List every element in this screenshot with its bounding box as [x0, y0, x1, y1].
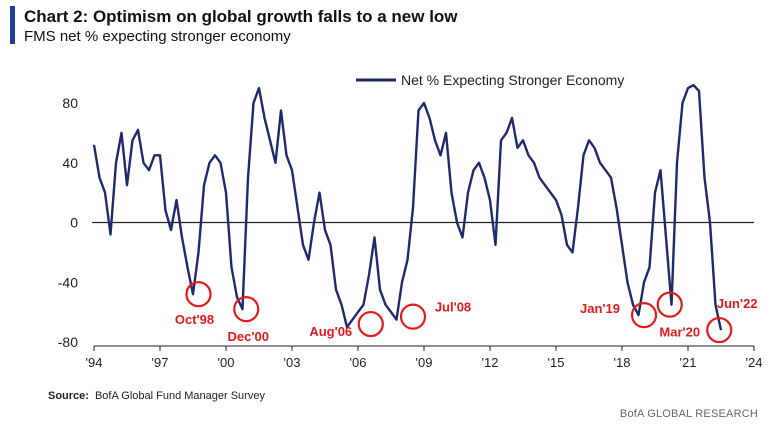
annotation-label: Jul'08 [435, 300, 471, 315]
y-tick-label: 80 [62, 95, 78, 111]
chart-subtitle: FMS net % expecting stronger economy [24, 28, 291, 45]
y-tick-label: -40 [58, 274, 78, 290]
y-tick-label: 0 [70, 215, 78, 231]
x-tick-label: '15 [548, 355, 565, 370]
line-chart: 80 40 0 -40 -80 '94 '97 '00 '03 '06 '09 '12 '15 '18 '2… [58, 72, 763, 370]
x-tick-label: '21 [680, 355, 697, 370]
chart-title: Chart 2: Optimism on global growth falls… [24, 7, 458, 26]
annotation-circle [399, 303, 427, 330]
source-label: Source: [48, 390, 89, 402]
x-tick-label: '24 [746, 355, 763, 370]
chart-legend: Net % Expecting Stronger Economy [356, 72, 624, 88]
brand-text: BofA GLOBAL RESEARCH [619, 408, 758, 420]
series-line [92, 83, 723, 331]
annotation-label: Jun'22 [717, 296, 758, 311]
annotation-label: Oct'98 [175, 312, 214, 327]
source-note: Source: BofA Global Fund Manager Survey [48, 390, 265, 402]
x-tick-label: '03 [284, 355, 301, 370]
annotation-circle [357, 310, 384, 338]
annotation-label: Dec'00 [228, 329, 269, 344]
title-accent-bar [10, 6, 15, 44]
series-layer [92, 83, 723, 331]
annotation-layer: Oct'98 Dec'00 Aug'06 Jul'08 Jan'19 Mar'20 Jun'… [175, 281, 758, 344]
annotation-label: Aug'06 [309, 324, 352, 339]
annotation-label: Mar'20 [659, 325, 700, 340]
x-tick-label: '18 [614, 355, 631, 370]
annotation-label: Jan'19 [580, 301, 620, 316]
annotation-circle [233, 296, 260, 323]
annotation-circle [706, 316, 733, 344]
source-text: BofA Global Fund Manager Survey [94, 390, 265, 402]
y-tick-label: 40 [62, 155, 78, 171]
annotation-circle [656, 291, 683, 318]
chart-axes: 80 40 0 -40 -80 '94 '97 '00 '03 '06 '09 '12 '15 '18 '2… [58, 95, 763, 370]
x-tick-label: '06 [350, 355, 367, 370]
y-tick-label: -80 [58, 334, 78, 350]
legend-label: Net % Expecting Stronger Economy [401, 72, 624, 88]
x-tick-label: '12 [482, 355, 499, 370]
x-tick-label: '94 [86, 355, 103, 370]
x-tick-label: '97 [152, 355, 169, 370]
annotation-circle [630, 302, 658, 329]
annotation-circle [185, 281, 212, 308]
x-tick-label: '00 [218, 355, 235, 370]
x-tick-label: '09 [416, 355, 433, 370]
